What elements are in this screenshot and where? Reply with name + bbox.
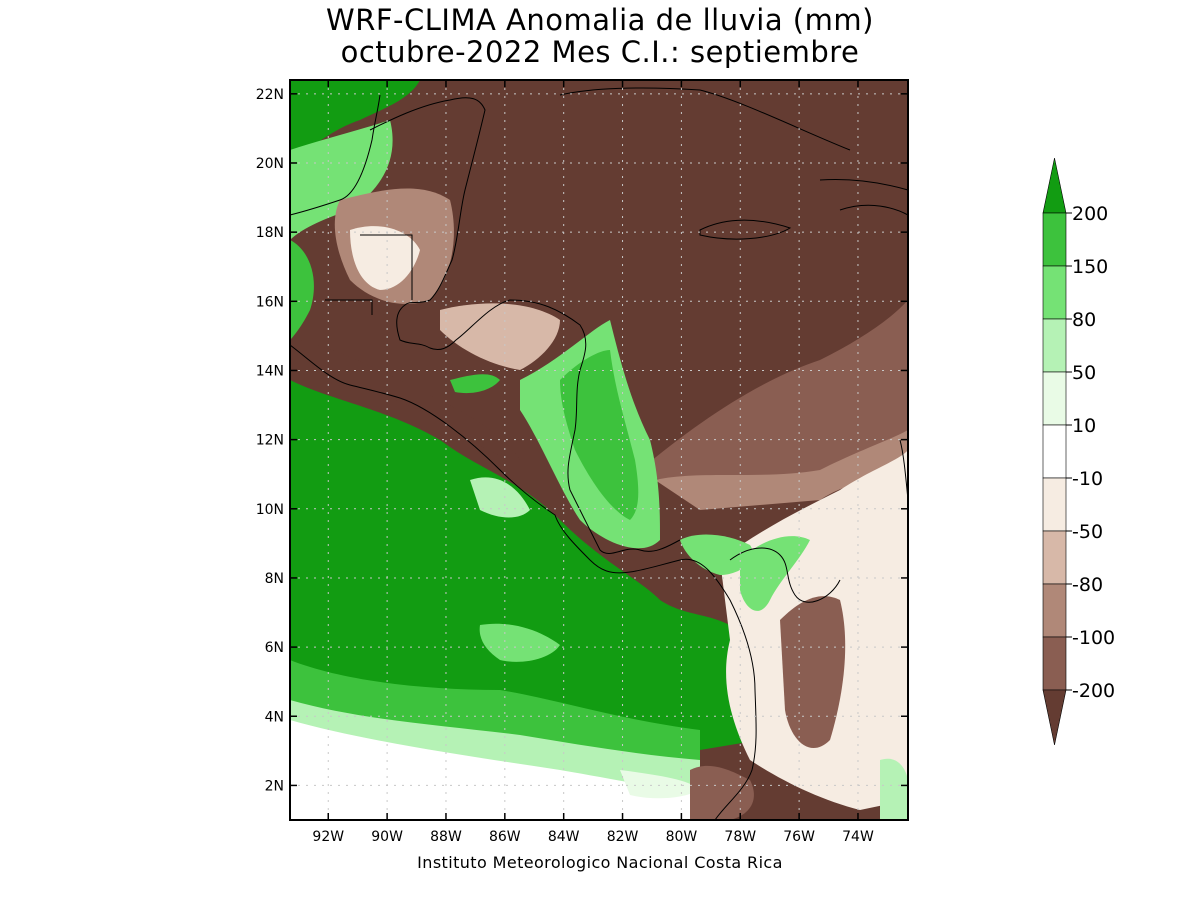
credit-text: Instituto Meteorologico Nacional Costa R… bbox=[417, 853, 783, 872]
colorbar-segment bbox=[1042, 265, 1067, 320]
map-frame bbox=[289, 79, 909, 821]
colorbar-label: 10 bbox=[1072, 415, 1096, 437]
x-tick-label: 78W bbox=[724, 829, 756, 845]
field-mild-dry-caribbean bbox=[655, 430, 908, 510]
colorbar-label: 150 bbox=[1072, 256, 1108, 278]
field-wet-pacific bbox=[290, 380, 760, 750]
y-tick-label: 6N bbox=[265, 640, 284, 656]
field-wet-guatemala-pacific bbox=[290, 240, 314, 340]
colorbar-segment bbox=[1042, 318, 1067, 373]
anomaly-field bbox=[290, 80, 908, 820]
colorbar-label: -200 bbox=[1072, 680, 1115, 702]
colorbar-label: -10 bbox=[1072, 468, 1103, 490]
x-tick-label: 90W bbox=[371, 829, 403, 845]
field-strong-wet-caribbean-coast bbox=[560, 350, 639, 520]
y-tick-label: 14N bbox=[256, 363, 284, 379]
x-tick-label: 82W bbox=[607, 829, 639, 845]
colorbar: 200 150 80 50 10 -10 -50 -80 -100 -200 bbox=[1042, 157, 1115, 746]
field-light-wet-yucatan bbox=[290, 120, 393, 240]
map-title: WRF-CLIMA Anomalia de lluvia (mm) bbox=[326, 3, 874, 37]
colorbar-segment bbox=[1042, 424, 1067, 479]
colorbar-label: -50 bbox=[1072, 521, 1103, 543]
x-tick-label: 76W bbox=[783, 829, 815, 845]
colorbar-label: 80 bbox=[1072, 309, 1096, 331]
field-ecuador-wet bbox=[880, 758, 908, 820]
colorbar-top-arrow bbox=[1042, 157, 1067, 214]
field-colombia-dry-band bbox=[780, 596, 846, 749]
x-tick-label: 80W bbox=[666, 829, 698, 845]
field-moderate-dry-caribbean bbox=[640, 300, 908, 500]
x-tick-label: 84W bbox=[548, 829, 580, 845]
y-tick-label: 22N bbox=[256, 87, 284, 103]
x-tick-label: 88W bbox=[430, 829, 462, 845]
y-tick-label: 2N bbox=[265, 778, 284, 794]
x-tick-label: 92W bbox=[312, 829, 344, 845]
colorbar-label: -80 bbox=[1072, 574, 1103, 596]
colorbar-segment bbox=[1042, 371, 1067, 426]
colorbar-label: 200 bbox=[1072, 203, 1108, 225]
field-ecuador-colombia-dry bbox=[690, 765, 754, 820]
y-tick-label: 12N bbox=[256, 433, 284, 449]
map-subtitle: octubre-2022 Mes C.I.: septiembre bbox=[340, 35, 860, 69]
colorbar-segment bbox=[1042, 583, 1067, 638]
coastlines bbox=[289, 87, 909, 821]
y-tick-label: 20N bbox=[256, 156, 284, 172]
field-wet-gulf bbox=[290, 80, 420, 160]
field-wet-lake-honduras bbox=[450, 374, 500, 394]
y-tick-label: 10N bbox=[256, 502, 284, 518]
field-neutral-guatemala bbox=[350, 226, 420, 290]
colorbar-label: -100 bbox=[1072, 627, 1115, 649]
field-equatorial-wet-patch bbox=[620, 770, 700, 799]
field-wet-panama bbox=[680, 534, 753, 575]
field-southern-pacific-patch bbox=[479, 623, 560, 662]
colorbar-segment bbox=[1042, 477, 1067, 532]
field-moderate-wet-pacific-edge bbox=[290, 660, 700, 760]
x-axis: 92W 90W 88W 86W 84W 82W 80W 78W 76W 74W bbox=[312, 80, 874, 845]
y-tick-label: 4N bbox=[265, 709, 284, 725]
field-light-wet-nicaragua bbox=[470, 477, 530, 518]
x-tick-label: 86W bbox=[489, 829, 521, 845]
colorbar-label: 50 bbox=[1072, 362, 1096, 384]
colorbar-segment bbox=[1042, 636, 1067, 691]
field-mild-dry-honduras bbox=[440, 303, 560, 370]
field-neutral-equatorial bbox=[290, 720, 700, 820]
y-tick-label: 18N bbox=[256, 225, 284, 241]
y-tick-label: 16N bbox=[256, 294, 284, 310]
field-colombia-wet-band bbox=[740, 536, 810, 611]
gridlines bbox=[290, 80, 908, 820]
y-axis: 2N 4N 6N 8N 10N 12N 14N 16N 18N 20N 22N bbox=[256, 87, 908, 794]
colorbar-segment bbox=[1042, 212, 1067, 267]
colorbar-segment bbox=[1042, 530, 1067, 585]
y-tick-label: 8N bbox=[265, 571, 284, 587]
colorbar-bottom-arrow bbox=[1042, 689, 1067, 746]
field-light-wet-pacific-edge bbox=[290, 700, 700, 790]
x-tick-label: 74W bbox=[842, 829, 874, 845]
